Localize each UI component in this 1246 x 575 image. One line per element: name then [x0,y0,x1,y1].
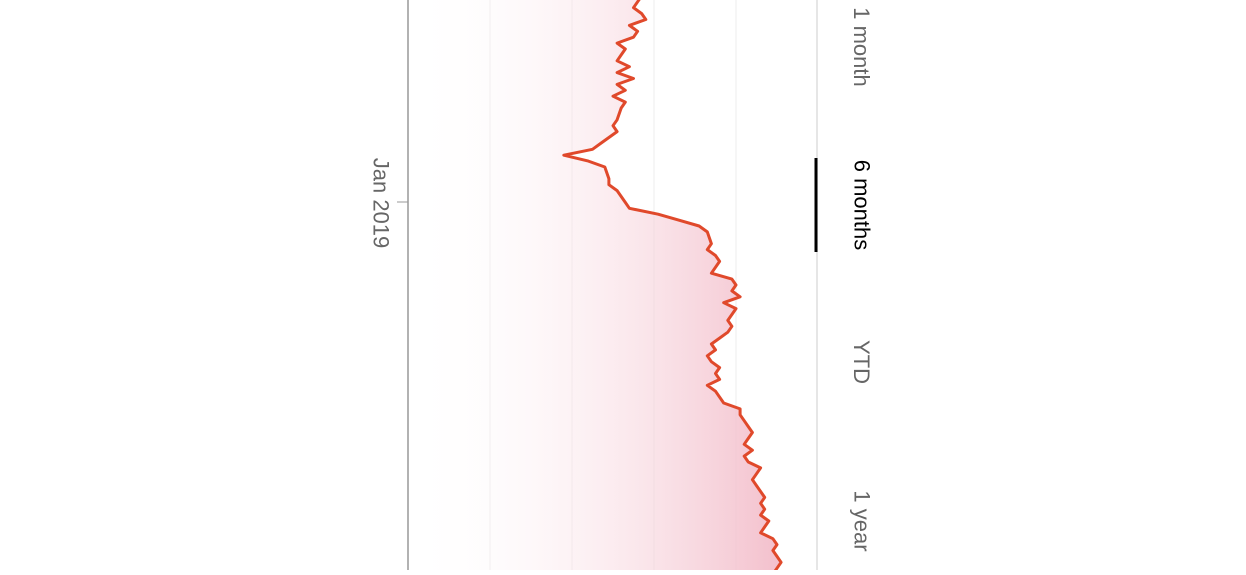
range-option-ytd[interactable]: YTD [849,340,874,384]
series-area-fill [408,0,782,575]
date-tick-label: Jan 2019 [367,157,393,249]
range-option-1-year[interactable]: 1 year [849,490,875,552]
range-option-6-months[interactable]: 6 months [848,159,874,251]
series-line [562,0,783,575]
range-option-1-month[interactable]: 1 month [848,7,874,87]
